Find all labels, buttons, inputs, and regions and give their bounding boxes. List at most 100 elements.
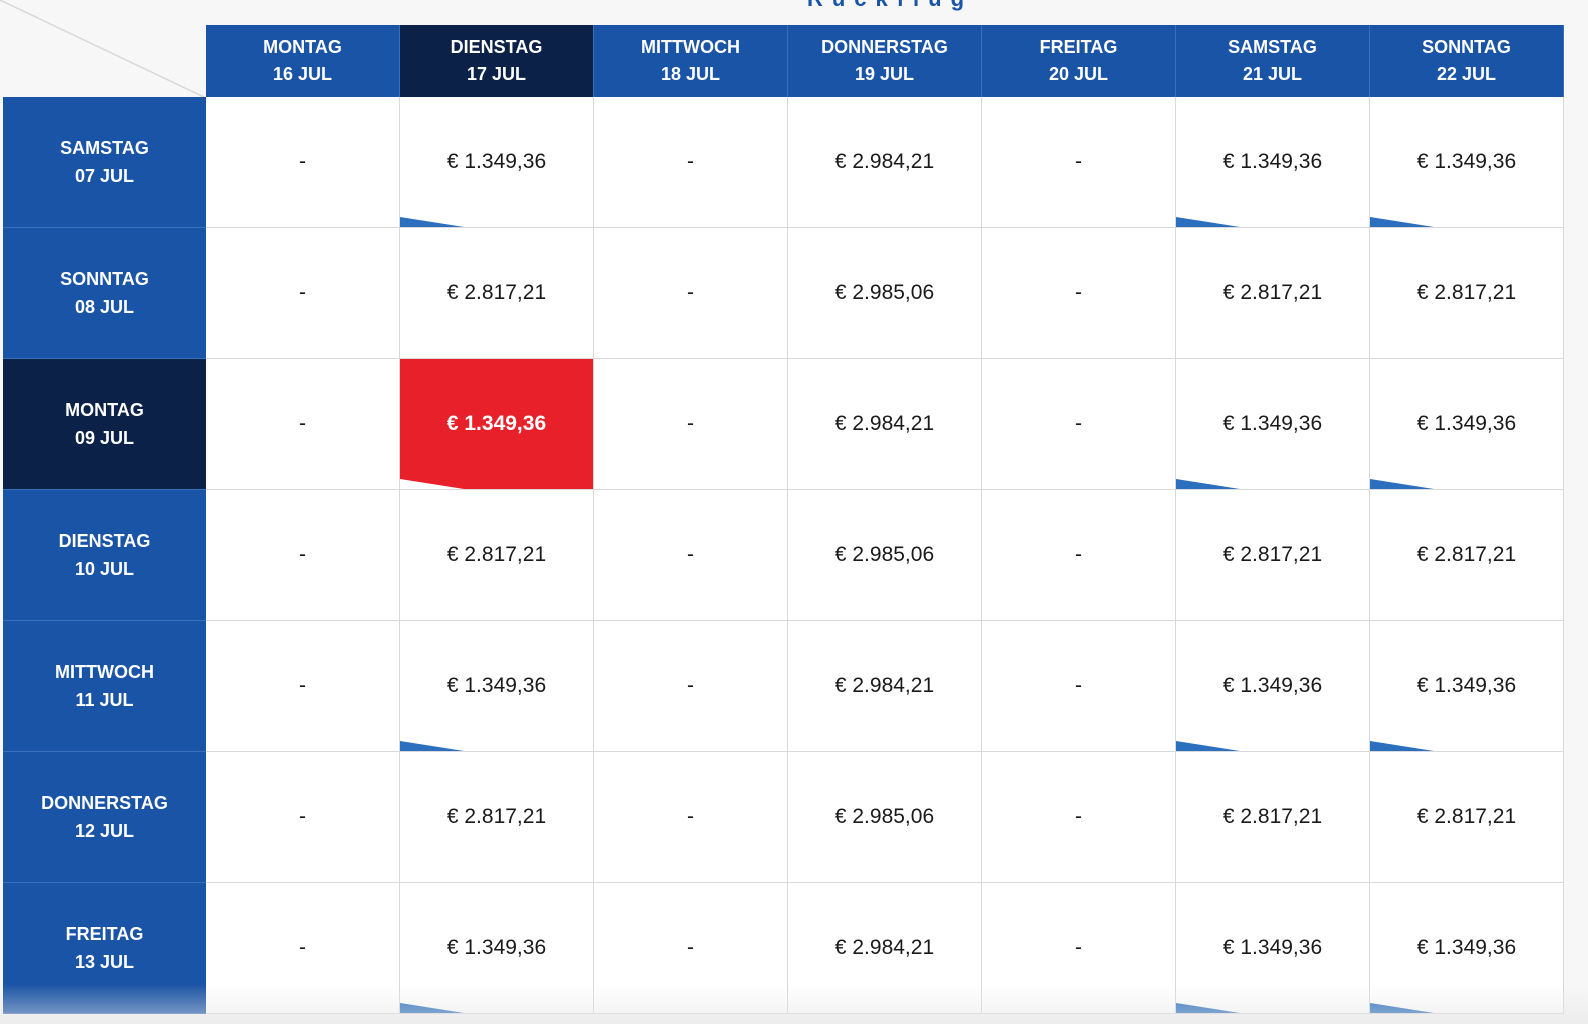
- fare-cell[interactable]: € 1.349,36: [1175, 882, 1370, 1014]
- fare-cell[interactable]: -: [593, 620, 788, 752]
- fare-cell[interactable]: € 2.984,21: [787, 358, 982, 490]
- column-header[interactable]: SAMSTAG 21 JUL: [1175, 25, 1370, 97]
- fare-cell[interactable]: € 1.349,36: [399, 620, 594, 752]
- fare-price: -: [1075, 150, 1082, 173]
- fare-cell[interactable]: -: [206, 358, 400, 490]
- column-header[interactable]: MITTWOCH 18 JUL: [593, 25, 788, 97]
- fare-cell[interactable]: -: [593, 97, 788, 228]
- column-day: MITTWOCH: [641, 37, 740, 57]
- column-header[interactable]: MONTAG 16 JUL: [206, 25, 400, 97]
- fare-row: SAMSTAG 07 JUL - € 1.349,36 - € 2.984,21 - € 1.…: [3, 97, 1564, 228]
- fare-cell[interactable]: € 1.349,36: [1175, 97, 1370, 228]
- fare-cell[interactable]: -: [593, 489, 788, 621]
- fare-price: € 1.349,36: [1416, 150, 1517, 173]
- fare-cell[interactable]: -: [981, 489, 1176, 621]
- fare-price: € 1.349,36: [446, 412, 547, 435]
- fare-row: MONTAG 09 JUL - € 1.349,36 - € 2.984,21 - € 1.3…: [3, 358, 1564, 490]
- fare-cell[interactable]: € 2.984,21: [787, 620, 982, 752]
- fare-cell[interactable]: -: [981, 620, 1176, 752]
- fare-cell[interactable]: € 2.817,21: [1175, 751, 1370, 883]
- fare-price: € 2.817,21: [1416, 281, 1517, 304]
- column-day: FREITAG: [1039, 37, 1118, 57]
- row-day: MITTWOCH: [55, 662, 154, 682]
- fare-cell[interactable]: € 2.984,21: [787, 97, 982, 228]
- fare-cell[interactable]: -: [981, 882, 1176, 1014]
- fare-cell[interactable]: -: [981, 751, 1176, 883]
- low-fare-marker-icon: [400, 741, 464, 751]
- fare-cell[interactable]: -: [593, 751, 788, 883]
- fare-cell[interactable]: -: [981, 97, 1176, 228]
- fare-price: € 1.349,36: [1222, 674, 1323, 697]
- fare-cell[interactable]: € 2.817,21: [1175, 227, 1370, 359]
- fare-cell[interactable]: -: [206, 97, 400, 228]
- fare-price: € 2.817,21: [1222, 281, 1323, 304]
- column-header[interactable]: FREITAG 20 JUL: [981, 25, 1176, 97]
- fare-cell[interactable]: € 1.349,36: [399, 97, 594, 228]
- row-header[interactable]: FREITAG 13 JUL: [3, 882, 206, 1014]
- fare-cell[interactable]: € 2.817,21: [1175, 489, 1370, 621]
- fare-price: -: [1075, 412, 1082, 435]
- fare-price: € 2.985,06: [834, 805, 935, 828]
- fare-row: DONNERSTAG 12 JUL - € 2.817,21 - € 2.985,06 - €…: [3, 751, 1564, 883]
- fare-cell[interactable]: -: [206, 489, 400, 621]
- row-header[interactable]: SAMSTAG 07 JUL: [3, 97, 206, 228]
- fare-cell[interactable]: -: [593, 358, 788, 490]
- fare-cell[interactable]: € 1.349,36: [399, 882, 594, 1014]
- fare-cell[interactable]: -: [206, 882, 400, 1014]
- fare-price: € 2.817,21: [446, 805, 547, 828]
- fare-cell[interactable]: € 1.349,36: [1369, 358, 1564, 490]
- fare-cell[interactable]: € 2.984,21: [787, 882, 982, 1014]
- column-header-active[interactable]: DIENSTAG 17 JUL: [399, 25, 594, 97]
- fare-cell[interactable]: € 2.817,21: [1369, 227, 1564, 359]
- fare-price: € 2.985,06: [834, 281, 935, 304]
- fare-cell[interactable]: € 2.817,21: [399, 751, 594, 883]
- fare-cell[interactable]: € 1.349,36: [1175, 358, 1370, 490]
- fare-cell[interactable]: € 1.349,36: [1369, 882, 1564, 1014]
- fare-price: € 2.817,21: [1222, 543, 1323, 566]
- row-header[interactable]: DIENSTAG 10 JUL: [3, 489, 206, 621]
- fare-price: € 2.817,21: [1222, 805, 1323, 828]
- row-header[interactable]: DONNERSTAG 12 JUL: [3, 751, 206, 883]
- row-header[interactable]: SONNTAG 08 JUL: [3, 227, 206, 359]
- fare-cell[interactable]: -: [593, 882, 788, 1014]
- fare-cell[interactable]: € 2.817,21: [399, 227, 594, 359]
- fare-cell[interactable]: -: [981, 358, 1176, 490]
- fare-price: -: [299, 805, 306, 828]
- fare-cell[interactable]: -: [206, 751, 400, 883]
- fare-cell[interactable]: € 2.985,06: [787, 751, 982, 883]
- fare-price: € 2.984,21: [834, 150, 935, 173]
- column-day: DONNERSTAG: [821, 37, 948, 57]
- fare-price: -: [1075, 674, 1082, 697]
- low-fare-marker-icon: [400, 1003, 464, 1013]
- fare-cell[interactable]: € 2.985,06: [787, 489, 982, 621]
- return-flight-title: Rückflug: [800, 0, 980, 12]
- corner-cell: [3, 25, 206, 97]
- column-date: 16 JUL: [272, 64, 333, 84]
- row-day: FREITAG: [65, 924, 144, 944]
- fare-cell[interactable]: € 2.985,06: [787, 227, 982, 359]
- column-header[interactable]: DONNERSTAG 19 JUL: [787, 25, 982, 97]
- column-day: DIENSTAG: [450, 37, 543, 57]
- fare-cell[interactable]: € 1.349,36: [1369, 97, 1564, 228]
- fare-cell[interactable]: € 2.817,21: [399, 489, 594, 621]
- row-header[interactable]: MITTWOCH 11 JUL: [3, 620, 206, 752]
- fare-price: -: [687, 674, 694, 697]
- fare-cell-selected[interactable]: € 1.349,36: [399, 358, 594, 490]
- fare-cell[interactable]: € 1.349,36: [1175, 620, 1370, 752]
- fare-cell[interactable]: -: [206, 620, 400, 752]
- column-header[interactable]: SONNTAG 22 JUL: [1369, 25, 1564, 97]
- row-date: 13 JUL: [74, 952, 135, 972]
- fare-matrix: MONTAG 16 JUL DIENSTAG 17 JUL MITTWOCH 1…: [3, 25, 1564, 1014]
- row-header-active[interactable]: MONTAG 09 JUL: [3, 358, 206, 490]
- fare-cell[interactable]: -: [981, 227, 1176, 359]
- fare-price: € 2.984,21: [834, 674, 935, 697]
- fare-cell[interactable]: € 2.817,21: [1369, 751, 1564, 883]
- low-fare-marker-icon: [1370, 217, 1434, 227]
- fare-cell[interactable]: -: [593, 227, 788, 359]
- row-date: 12 JUL: [74, 821, 135, 841]
- fare-cell[interactable]: -: [206, 227, 400, 359]
- fare-price: -: [299, 543, 306, 566]
- fare-cell[interactable]: € 2.817,21: [1369, 489, 1564, 621]
- fare-cell[interactable]: € 1.349,36: [1369, 620, 1564, 752]
